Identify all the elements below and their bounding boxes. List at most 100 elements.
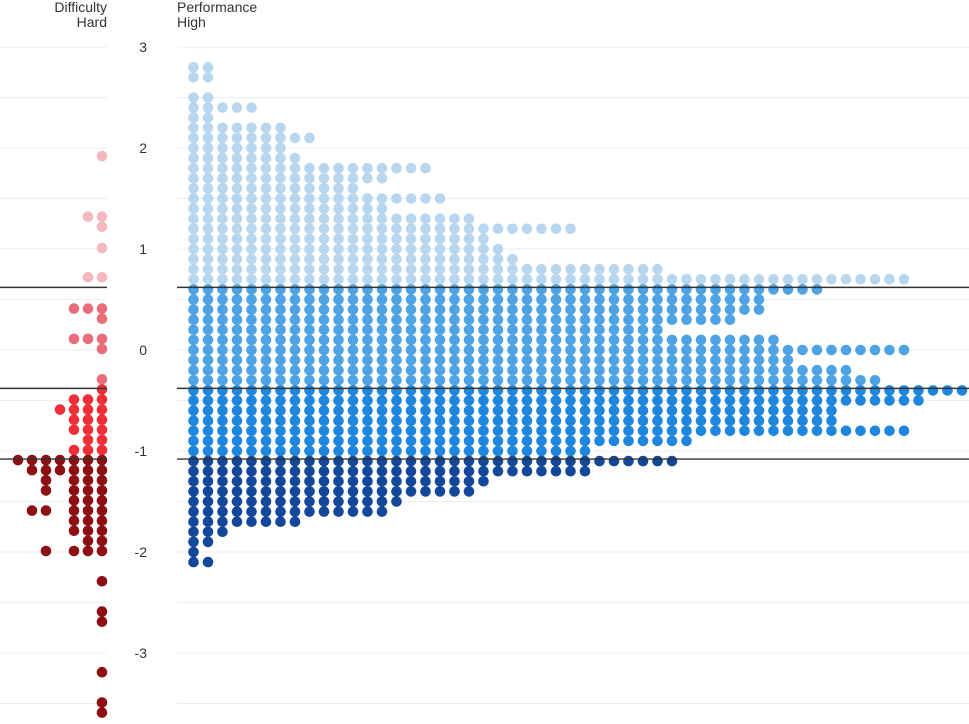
performance-dot xyxy=(666,294,678,305)
performance-dot xyxy=(333,284,344,295)
performance-dot xyxy=(347,415,359,427)
performance-dot xyxy=(202,344,214,356)
performance-dot xyxy=(478,465,489,477)
difficulty-dot xyxy=(26,464,38,476)
performance-dot xyxy=(681,415,692,427)
performance-dot xyxy=(623,304,634,315)
performance-dot xyxy=(434,415,446,427)
performance-dot xyxy=(420,193,431,204)
performance-dot xyxy=(782,385,794,396)
performance-dot xyxy=(202,92,214,103)
performance-dot xyxy=(333,476,344,487)
performance-dot xyxy=(289,364,301,376)
performance-dot xyxy=(811,364,823,376)
y-axis-tick-labels: 3 2 1 0 -1 -2 -3 xyxy=(135,39,148,661)
performance-dot xyxy=(449,213,460,224)
performance-dot xyxy=(275,193,286,204)
performance-dot xyxy=(260,496,272,507)
performance-dot xyxy=(376,364,388,376)
performance-dot xyxy=(188,314,199,326)
performance-dot xyxy=(405,233,417,245)
performance-dot xyxy=(275,223,286,235)
performance-dot xyxy=(811,284,823,295)
performance-dot xyxy=(376,314,388,326)
performance-dot xyxy=(391,284,402,295)
performance-dot xyxy=(260,233,272,245)
performance-dot xyxy=(246,385,257,396)
difficulty-dot xyxy=(96,495,108,506)
performance-dot xyxy=(275,435,286,447)
performance-dot xyxy=(347,405,359,416)
performance-dot xyxy=(420,415,431,427)
performance-dot xyxy=(188,112,199,123)
performance-dot xyxy=(652,455,663,467)
performance-dot xyxy=(318,496,330,507)
performance-dot xyxy=(231,375,243,386)
performance-dot xyxy=(782,395,794,406)
performance-dot xyxy=(739,304,750,315)
performance-dot xyxy=(507,284,518,295)
performance-dot xyxy=(318,183,330,194)
performance-dot xyxy=(550,405,562,416)
performance-dot xyxy=(594,375,605,386)
y-tick-label: 2 xyxy=(139,140,147,156)
performance-dot xyxy=(304,395,315,406)
performance-dot xyxy=(826,364,837,376)
performance-dot xyxy=(434,223,446,235)
performance-dot xyxy=(637,314,649,326)
difficulty-panel-header: Difficulty Hard xyxy=(0,0,107,30)
performance-dot xyxy=(724,375,736,386)
performance-dot xyxy=(434,486,446,497)
performance-dot xyxy=(623,364,634,376)
performance-dot xyxy=(724,304,736,315)
performance-dot xyxy=(304,132,315,144)
performance-dot xyxy=(188,142,199,154)
performance-dot xyxy=(304,183,315,194)
performance-dot xyxy=(536,284,547,295)
performance-dot xyxy=(289,455,301,467)
y-tick-label: -3 xyxy=(135,645,148,661)
performance-dot xyxy=(463,445,475,457)
performance-dot xyxy=(391,465,402,477)
performance-dot xyxy=(188,516,199,527)
performance-dot xyxy=(391,263,402,275)
performance-dot xyxy=(753,294,765,305)
performance-dot xyxy=(362,314,373,326)
performance-dot xyxy=(666,314,678,326)
performance-dot xyxy=(623,405,634,416)
performance-dot xyxy=(478,324,489,336)
performance-dot xyxy=(608,274,620,285)
performance-dot xyxy=(550,223,562,235)
performance-dot xyxy=(202,476,214,487)
performance-dot xyxy=(376,294,388,305)
performance-dot xyxy=(202,354,214,366)
performance-dot xyxy=(304,162,315,174)
difficulty-dots xyxy=(12,150,108,718)
performance-dot xyxy=(362,364,373,376)
difficulty-dot xyxy=(82,434,94,446)
performance-dot xyxy=(362,354,373,366)
performance-dot xyxy=(217,445,228,457)
difficulty-dot xyxy=(26,454,38,466)
performance-dot xyxy=(420,334,431,346)
performance-dot xyxy=(376,455,388,467)
performance-dot xyxy=(405,334,417,346)
performance-dot xyxy=(550,375,562,386)
performance-dot xyxy=(869,375,881,386)
performance-dot xyxy=(449,364,460,376)
performance-dot xyxy=(768,274,779,285)
performance-dot xyxy=(376,233,388,245)
performance-dot xyxy=(768,375,779,386)
performance-dot xyxy=(391,274,402,285)
y-tick-label: 3 xyxy=(139,39,147,55)
performance-dot xyxy=(463,354,475,366)
performance-dot xyxy=(666,375,678,386)
performance-dot xyxy=(449,294,460,305)
performance-dot xyxy=(362,324,373,336)
performance-dot xyxy=(507,415,518,427)
performance-dot xyxy=(884,344,895,356)
performance-dot xyxy=(405,304,417,315)
performance-dot xyxy=(434,284,446,295)
performance-dot xyxy=(347,223,359,235)
performance-dot xyxy=(362,375,373,386)
